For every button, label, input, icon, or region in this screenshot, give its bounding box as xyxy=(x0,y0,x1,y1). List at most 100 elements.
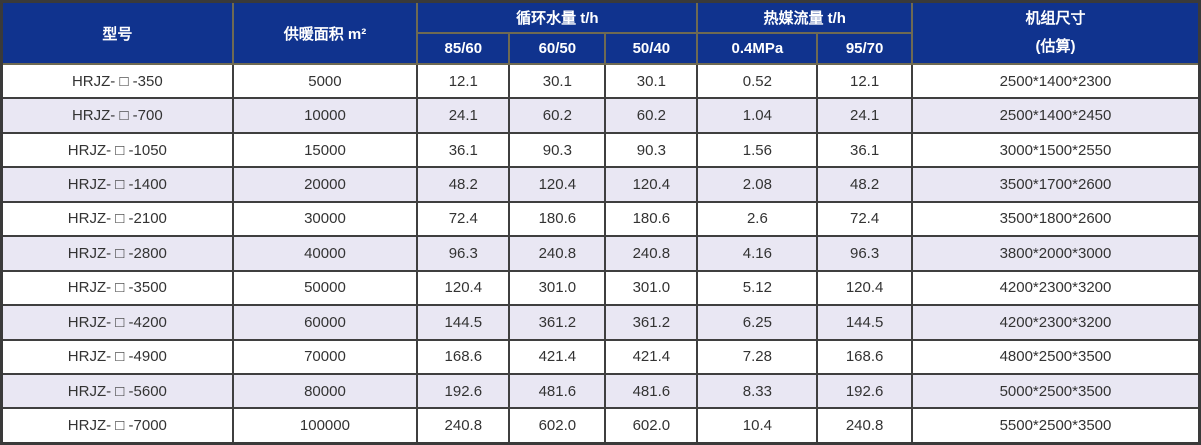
value-cell: 5500*2500*3500 xyxy=(910,407,1201,445)
value-cell: 421.4 xyxy=(604,338,699,375)
value-cell: 240.8 xyxy=(604,235,699,272)
subheader-04mpa: 0.4MPa xyxy=(696,32,819,65)
value-cell: 361.2 xyxy=(508,304,607,341)
model-cell: HRJZ- □ -3500 xyxy=(0,269,234,307)
value-cell: 168.6 xyxy=(816,338,913,375)
value-cell: 60.2 xyxy=(604,97,699,134)
header-circulating-water-group: 循环水量 t/h xyxy=(416,0,699,34)
value-cell: 4800*2500*3500 xyxy=(910,338,1201,375)
value-cell: 50000 xyxy=(231,269,419,307)
value-cell: 2.08 xyxy=(696,166,819,203)
unit-size-label: 机组尺寸 (估算) xyxy=(913,5,1198,62)
unit-size-line1: 机组尺寸 xyxy=(1025,9,1086,27)
model-cell: HRJZ- □ -4200 xyxy=(0,304,234,341)
header-heating-area: 供暖面积 m² xyxy=(231,0,419,65)
value-cell: 24.1 xyxy=(416,97,511,134)
value-cell: 70000 xyxy=(231,338,419,375)
value-cell: 301.0 xyxy=(604,269,699,307)
value-cell: 481.6 xyxy=(604,372,699,410)
value-cell: 5000*2500*3500 xyxy=(910,372,1201,410)
value-cell: 48.2 xyxy=(416,166,511,203)
subheader-85-60: 85/60 xyxy=(416,32,511,65)
header-heat-medium-group: 热媒流量 t/h xyxy=(696,0,913,34)
value-cell: 96.3 xyxy=(416,235,511,272)
value-cell: 240.8 xyxy=(816,407,913,445)
value-cell: 3500*1800*2600 xyxy=(910,200,1201,238)
value-cell: 2500*1400*2300 xyxy=(910,62,1201,100)
value-cell: 421.4 xyxy=(508,338,607,375)
model-cell: HRJZ- □ -1400 xyxy=(0,166,234,203)
value-cell: 0.52 xyxy=(696,62,819,100)
value-cell: 1.04 xyxy=(696,97,819,134)
value-cell: 240.8 xyxy=(508,235,607,272)
subheader-60-50: 60/50 xyxy=(508,32,607,65)
value-cell: 180.6 xyxy=(508,200,607,238)
table-row: HRJZ- □ -4900 70000 168.6 421.4 421.4 7.28 168… xyxy=(0,338,1201,375)
table-row: HRJZ- □ -1050 15000 36.1 90.3 90.3 1.56 36.1 30… xyxy=(0,131,1201,169)
value-cell: 5000 xyxy=(231,62,419,100)
value-cell: 100000 xyxy=(231,407,419,445)
table-row: HRJZ- □ -4200 60000 144.5 361.2 361.2 6.25 144… xyxy=(0,304,1201,341)
header-model: 型号 xyxy=(0,0,234,65)
header-group-row: 型号 供暖面积 m² 循环水量 t/h 热媒流量 t/h 机组尺寸 (估算) xyxy=(0,0,1201,65)
value-cell: 30.1 xyxy=(604,62,699,100)
value-cell: 24.1 xyxy=(816,97,913,134)
value-cell: 30.1 xyxy=(508,62,607,100)
value-cell: 90.3 xyxy=(604,131,699,169)
header-sub-row: 85/60 60/50 50/40 0.4MPa 95/70 xyxy=(2,32,1200,65)
value-cell: 12.1 xyxy=(816,62,913,100)
subheader-50-40: 50/40 xyxy=(604,32,699,65)
value-cell: 12.1 xyxy=(416,62,511,100)
value-cell: 40000 xyxy=(231,235,419,272)
value-cell: 120.4 xyxy=(604,166,699,203)
header-unit-size: 机组尺寸 (估算) xyxy=(910,0,1201,65)
table-header: 型号 供暖面积 m² 循环水量 t/h 热媒流量 t/h 机组尺寸 (估算) 8… xyxy=(0,0,1201,65)
table-row: HRJZ- □ -7000 100000 240.8 602.0 602.0 10.4 24… xyxy=(0,407,1201,445)
value-cell: 60.2 xyxy=(508,97,607,134)
value-cell: 602.0 xyxy=(508,407,607,445)
table-row: HRJZ- □ -2800 40000 96.3 240.8 240.8 4.16 96.3… xyxy=(0,235,1201,272)
model-cell: HRJZ- □ -2800 xyxy=(0,235,234,272)
value-cell: 30000 xyxy=(231,200,419,238)
value-cell: 96.3 xyxy=(816,235,913,272)
value-cell: 4.16 xyxy=(696,235,819,272)
value-cell: 20000 xyxy=(231,166,419,203)
value-cell: 361.2 xyxy=(604,304,699,341)
unit-size-line2: (估算) xyxy=(1035,38,1076,55)
value-cell: 5.12 xyxy=(696,269,819,307)
table-row: HRJZ- □ -1400 20000 48.2 120.4 120.4 2.08 48.2… xyxy=(0,166,1201,203)
value-cell: 144.5 xyxy=(416,304,511,341)
value-cell: 10.4 xyxy=(696,407,819,445)
value-cell: 2500*1400*2450 xyxy=(910,97,1201,134)
value-cell: 3800*2000*3000 xyxy=(910,235,1201,272)
value-cell: 80000 xyxy=(231,372,419,410)
model-cell: HRJZ- □ -5600 xyxy=(0,372,234,410)
value-cell: 36.1 xyxy=(816,131,913,169)
value-cell: 240.8 xyxy=(416,407,511,445)
model-cell: HRJZ- □ -4900 xyxy=(0,338,234,375)
value-cell: 48.2 xyxy=(816,166,913,203)
value-cell: 481.6 xyxy=(508,372,607,410)
value-cell: 7.28 xyxy=(696,338,819,375)
value-cell: 90.3 xyxy=(508,131,607,169)
value-cell: 36.1 xyxy=(416,131,511,169)
table-row: HRJZ- □ -3500 50000 120.4 301.0 301.0 5.12 120… xyxy=(0,269,1201,307)
table-row: HRJZ- □ -5600 80000 192.6 481.6 481.6 8.33 192… xyxy=(0,372,1201,410)
value-cell: 4200*2300*3200 xyxy=(910,304,1201,341)
model-cell: HRJZ- □ -7000 xyxy=(0,407,234,445)
value-cell: 192.6 xyxy=(416,372,511,410)
value-cell: 120.4 xyxy=(508,166,607,203)
table-row: HRJZ- □ -700 10000 24.1 60.2 60.2 1.04 24.1 250… xyxy=(0,97,1201,134)
value-cell: 10000 xyxy=(231,97,419,134)
value-cell: 180.6 xyxy=(604,200,699,238)
value-cell: 192.6 xyxy=(816,372,913,410)
value-cell: 602.0 xyxy=(604,407,699,445)
model-cell: HRJZ- □ -2100 xyxy=(0,200,234,238)
value-cell: 72.4 xyxy=(816,200,913,238)
table-body: HRJZ- □ -350 5000 12.1 30.1 30.1 0.52 12.1 2500… xyxy=(0,62,1201,445)
model-cell: HRJZ- □ -1050 xyxy=(0,131,234,169)
value-cell: 60000 xyxy=(231,304,419,341)
model-cell: HRJZ- □ -700 xyxy=(0,97,234,134)
value-cell: 301.0 xyxy=(508,269,607,307)
